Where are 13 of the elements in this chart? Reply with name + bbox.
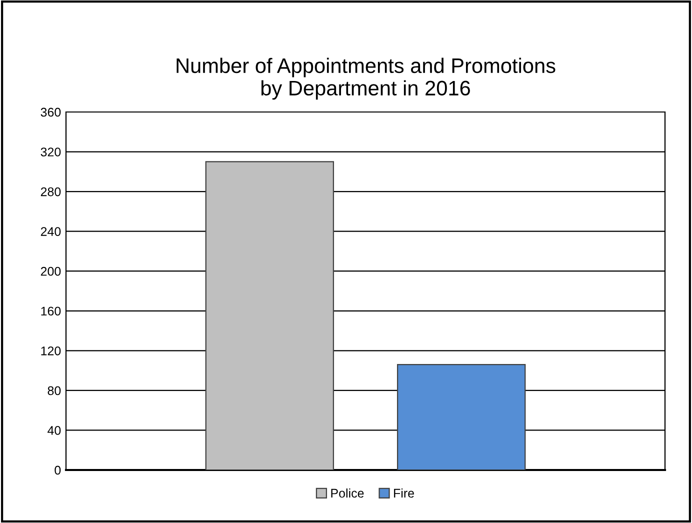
legend-label: Fire bbox=[394, 488, 414, 498]
legend-label: Police bbox=[331, 488, 364, 498]
y-tick-label: 80 bbox=[48, 386, 61, 396]
y-tick-label: 320 bbox=[40, 148, 61, 156]
y-tick-label: 120 bbox=[41, 346, 61, 356]
y-tick-label: 160 bbox=[41, 306, 61, 316]
y-tick-label: 240 bbox=[40, 227, 61, 236]
y-tick-label: 0 bbox=[54, 466, 61, 475]
chart-title: Number of Appointments and Promotions by Department in 2016 bbox=[176, 58, 556, 100]
y-tick-label: 280 bbox=[40, 187, 61, 196]
y-tick-label: 40 bbox=[48, 426, 61, 435]
y-tick-label: 360 bbox=[40, 108, 61, 117]
y-tick-label: 200 bbox=[40, 266, 61, 276]
